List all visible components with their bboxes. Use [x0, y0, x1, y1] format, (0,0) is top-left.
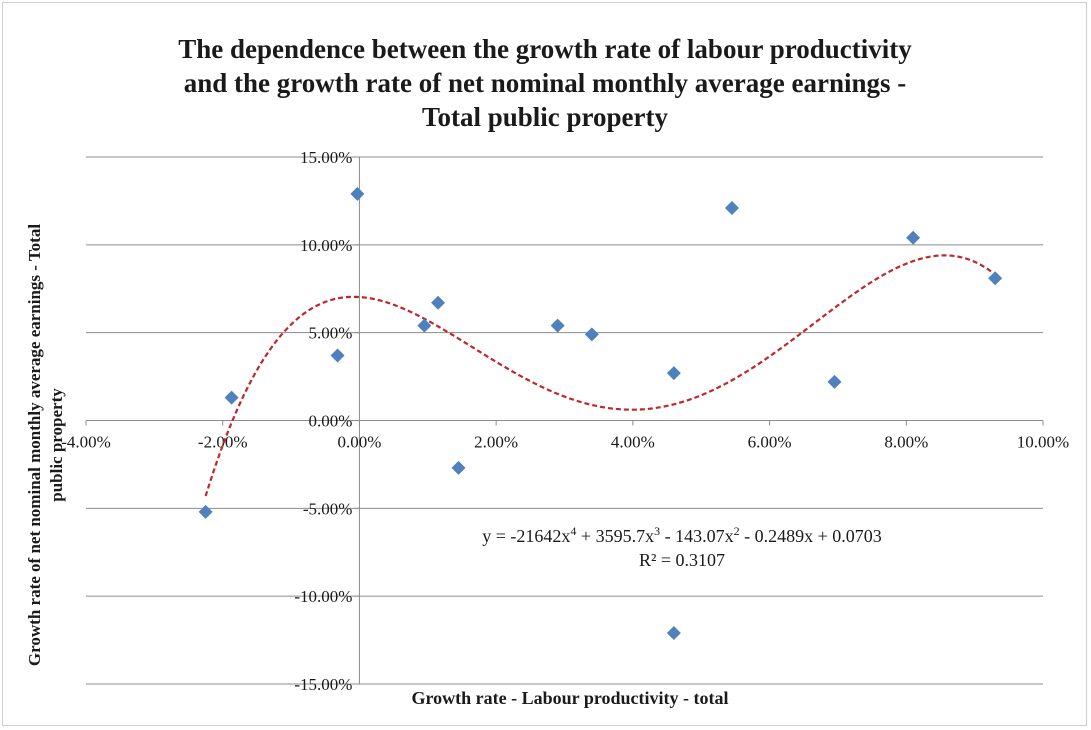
x-tick-label: 8.00%: [884, 433, 928, 452]
eq-part-4: - 0.2489x + 0.0703: [740, 526, 882, 546]
chart-title-line-2: and the growth rate of net nominal month…: [183, 68, 907, 98]
trendline: [204, 254, 996, 497]
x-tick-label: 10.00%: [1017, 433, 1069, 452]
x-tick-label: 0.00%: [337, 433, 381, 452]
trendline-equation: y = -21642x4 + 3595.7x3 - 143.07x2 - 0.2…: [482, 524, 881, 570]
data-point-diamond: [451, 460, 466, 475]
y-tick-label: -5.00%: [303, 499, 353, 518]
y-tick-label: 0.00%: [309, 412, 353, 431]
eq-part-2: + 3595.7x: [576, 526, 654, 546]
x-axis-label: Growth rate - Labour productivity - tota…: [412, 688, 729, 708]
data-point-diamond: [417, 318, 432, 333]
data-point-diamond: [198, 504, 213, 519]
trendline-equation-text: y = -21642x4 + 3595.7x3 - 143.07x2 - 0.2…: [482, 524, 881, 546]
eq-part-3: - 143.07x: [660, 526, 734, 546]
eq-part-1: y = -21642x: [482, 526, 570, 546]
x-tick-label: 4.00%: [611, 433, 655, 452]
y-axis-label-line-2: public property: [47, 388, 66, 502]
data-point-diamond: [224, 390, 239, 405]
data-point-diamond: [550, 318, 565, 333]
x-tick-label: -2.00%: [198, 433, 248, 452]
y-tick-labels: 15.00% 10.00% 5.00% 0.00% -5.00% -10.00% -15.0…: [294, 148, 352, 694]
y-axis-label-line-1: Growth rate of net nominal monthly avera…: [25, 224, 44, 666]
data-point-diamond: [666, 626, 681, 641]
x-tick-label: 2.00%: [474, 433, 518, 452]
data-point-diamond: [431, 295, 446, 310]
r-squared-label: R² = 0.3107: [639, 550, 725, 570]
y-tick-label: 10.00%: [300, 236, 352, 255]
eq-exp-4: 4: [570, 524, 576, 538]
y-tick-label: -10.00%: [294, 587, 352, 606]
x-tick-labels: -4.00% -2.00% 0.00% 2.00% 4.00% 6.00% 8.00% 10.…: [61, 433, 1069, 452]
y-axis-label: Growth rate of net nominal monthly avera…: [25, 224, 66, 666]
data-point-diamond: [666, 366, 681, 381]
data-points: [198, 186, 1003, 641]
trendline-curve: [204, 254, 996, 497]
data-point-diamond: [330, 348, 345, 363]
eq-exp-2: 2: [734, 524, 740, 538]
data-point-diamond: [988, 271, 1003, 286]
y-tick-label: 15.00%: [300, 148, 352, 167]
data-point-diamond: [584, 327, 599, 342]
x-tick-label: 6.00%: [748, 433, 792, 452]
chart-title: The dependence between the growth rate o…: [110, 32, 980, 134]
y-tick-label: 5.00%: [309, 324, 353, 343]
y-tick-label: -15.00%: [294, 675, 352, 694]
axes: [85, 156, 1044, 685]
chart-title-line-1: The dependence between the growth rate o…: [178, 34, 912, 64]
chart-title-line-3: Total public property: [421, 102, 669, 132]
x-tick-label: -4.00%: [61, 433, 111, 452]
eq-exp-3: 3: [654, 524, 660, 538]
data-point-diamond: [906, 230, 921, 245]
data-point-diamond: [350, 186, 365, 201]
data-point-diamond: [827, 374, 842, 389]
data-point-diamond: [724, 200, 739, 215]
